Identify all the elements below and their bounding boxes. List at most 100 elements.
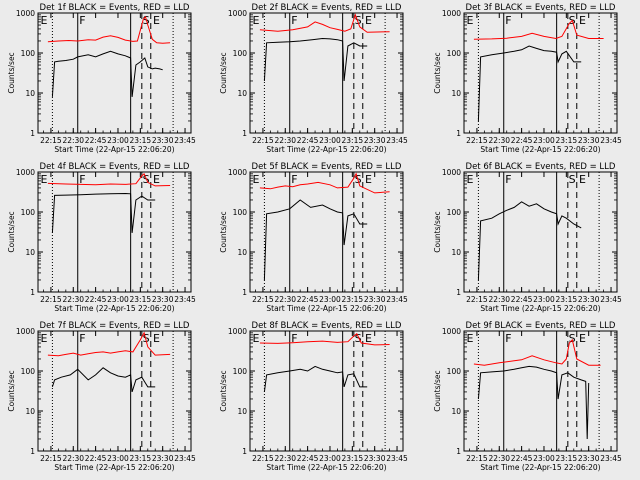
chart-panel: Det 5f BLACK = Events, RED = LLD 1 10 100 10… [219,162,408,313]
time-marker-label: E [579,332,586,345]
chart-title: Det 2f BLACK = Events, RED = LLD [252,3,402,13]
y-tick-label: 1 [30,447,35,456]
time-marker-label: E [153,173,160,186]
lld-series-line [473,19,604,40]
y-tick-label: 1000 [442,327,461,336]
x-tick-label: 23:00 [533,454,555,463]
y-tick-label: 10 [451,89,461,98]
chart-panel: Det 9f BLACK = Events, RED = LLD 1 10 100 10… [433,321,622,472]
x-tick-label: 22:15 [40,454,62,463]
y-tick-label: 100 [21,49,36,58]
x-tick-label: 23:15 [130,136,152,145]
y-axis-label: Counts/sec [219,52,228,93]
time-marker-label: F [291,173,297,186]
x-tick-label: 23:45 [174,454,196,463]
plot-frame [249,330,404,452]
x-tick-label: 23:15 [342,295,364,304]
y-axis-label: Counts/sec [433,370,442,411]
y-tick-label: 1000 [16,327,35,336]
events-series-line [51,50,163,97]
chart-panel: Det 6f BLACK = Events, RED = LLD 1 10 100 10… [433,162,622,313]
plot-frame [463,330,618,452]
y-axis-label: Counts/sec [7,52,16,93]
time-marker-label: E [466,332,473,345]
chart-title: Det 5f BLACK = Events, RED = LLD [252,162,402,172]
chart-panel: Det 8f BLACK = Events, RED = LLD 1 10 100 10… [219,321,408,472]
chart-panel: Det 4f BLACK = Events, RED = LLD 1 10 100 10… [7,162,196,313]
x-tick-label: 23:15 [556,295,578,304]
chart-panel: Det 2f BLACK = Events, RED = LLD 1 10 100 10… [219,3,408,154]
time-marker-label: E [40,173,47,186]
time-marker-label: S [355,332,362,345]
x-tick-label: 22:30 [488,454,510,463]
x-tick-label: 23:45 [174,295,196,304]
x-tick-label: 23:30 [578,295,600,304]
y-tick-label: 10 [237,248,247,257]
x-tick-label: 23:30 [152,295,174,304]
time-marker-label: E [579,173,586,186]
time-marker-label: E [40,14,47,27]
plot-frame [37,12,192,134]
y-tick-label: 1 [242,129,247,138]
y-tick-label: 100 [21,367,36,376]
plot-frame [249,12,404,134]
y-tick-label: 100 [447,49,462,58]
x-axis-label: Start Time (22-Apr-15 22:06:20) [54,304,174,313]
chart-panel: Det 1f BLACK = Events, RED = LLD 1 10 100 10… [7,3,196,154]
time-marker-label: F [79,14,85,27]
y-tick-label: 1000 [16,168,35,177]
plot-frame [463,171,618,293]
time-marker-label: E [466,14,473,27]
lld-series-line [47,331,171,357]
time-marker-label: F [291,332,297,345]
x-tick-label: 22:30 [62,295,84,304]
x-tick-label: 23:30 [152,136,174,145]
x-tick-label: 23:30 [578,454,600,463]
y-tick-label: 10 [237,407,247,416]
x-tick-label: 22:45 [511,295,533,304]
x-tick-label: 22:45 [297,454,319,463]
x-axis-label: Start Time (22-Apr-15 22:06:20) [54,145,174,154]
x-tick-label: 22:45 [85,295,107,304]
x-tick-label: 22:30 [274,295,296,304]
time-marker-label: E [466,173,473,186]
y-tick-label: 1 [456,447,461,456]
y-axis-label: Counts/sec [7,211,16,252]
events-series-line [477,365,590,440]
x-axis-label: Start Time (22-Apr-15 22:06:20) [480,304,600,313]
time-marker-label: F [505,14,511,27]
y-axis-label: Counts/sec [433,52,442,93]
chart-panel: Det 3f BLACK = Events, RED = LLD 1 10 100 10… [433,3,622,154]
x-tick-label: 23:15 [556,454,578,463]
y-tick-label: 10 [451,248,461,257]
lld-series-line [259,13,390,33]
x-tick-label: 22:45 [85,454,107,463]
x-tick-label: 23:45 [600,454,622,463]
y-tick-label: 100 [21,208,36,217]
chart-title: Det 1f BLACK = Events, RED = LLD [40,3,190,13]
plot-frame [463,12,618,134]
x-tick-label: 23:00 [319,136,341,145]
time-marker-label: F [505,332,511,345]
x-tick-label: 22:15 [252,295,274,304]
y-tick-label: 100 [233,49,248,58]
x-tick-label: 22:15 [466,295,488,304]
x-tick-label: 23:30 [364,295,386,304]
x-tick-label: 23:45 [386,295,408,304]
x-tick-label: 23:15 [556,136,578,145]
time-marker-label: F [79,332,85,345]
y-tick-label: 10 [25,407,35,416]
time-marker-label: E [153,332,160,345]
x-tick-label: 23:00 [319,454,341,463]
events-series-line [263,365,368,392]
x-tick-label: 23:15 [130,295,152,304]
y-tick-label: 10 [25,248,35,257]
y-tick-label: 1 [242,288,247,297]
time-marker-label: E [252,173,259,186]
x-tick-label: 23:00 [533,136,555,145]
lld-series-line [473,338,601,366]
x-tick-label: 22:30 [488,136,510,145]
y-tick-label: 1 [242,447,247,456]
y-tick-label: 1 [30,288,35,297]
